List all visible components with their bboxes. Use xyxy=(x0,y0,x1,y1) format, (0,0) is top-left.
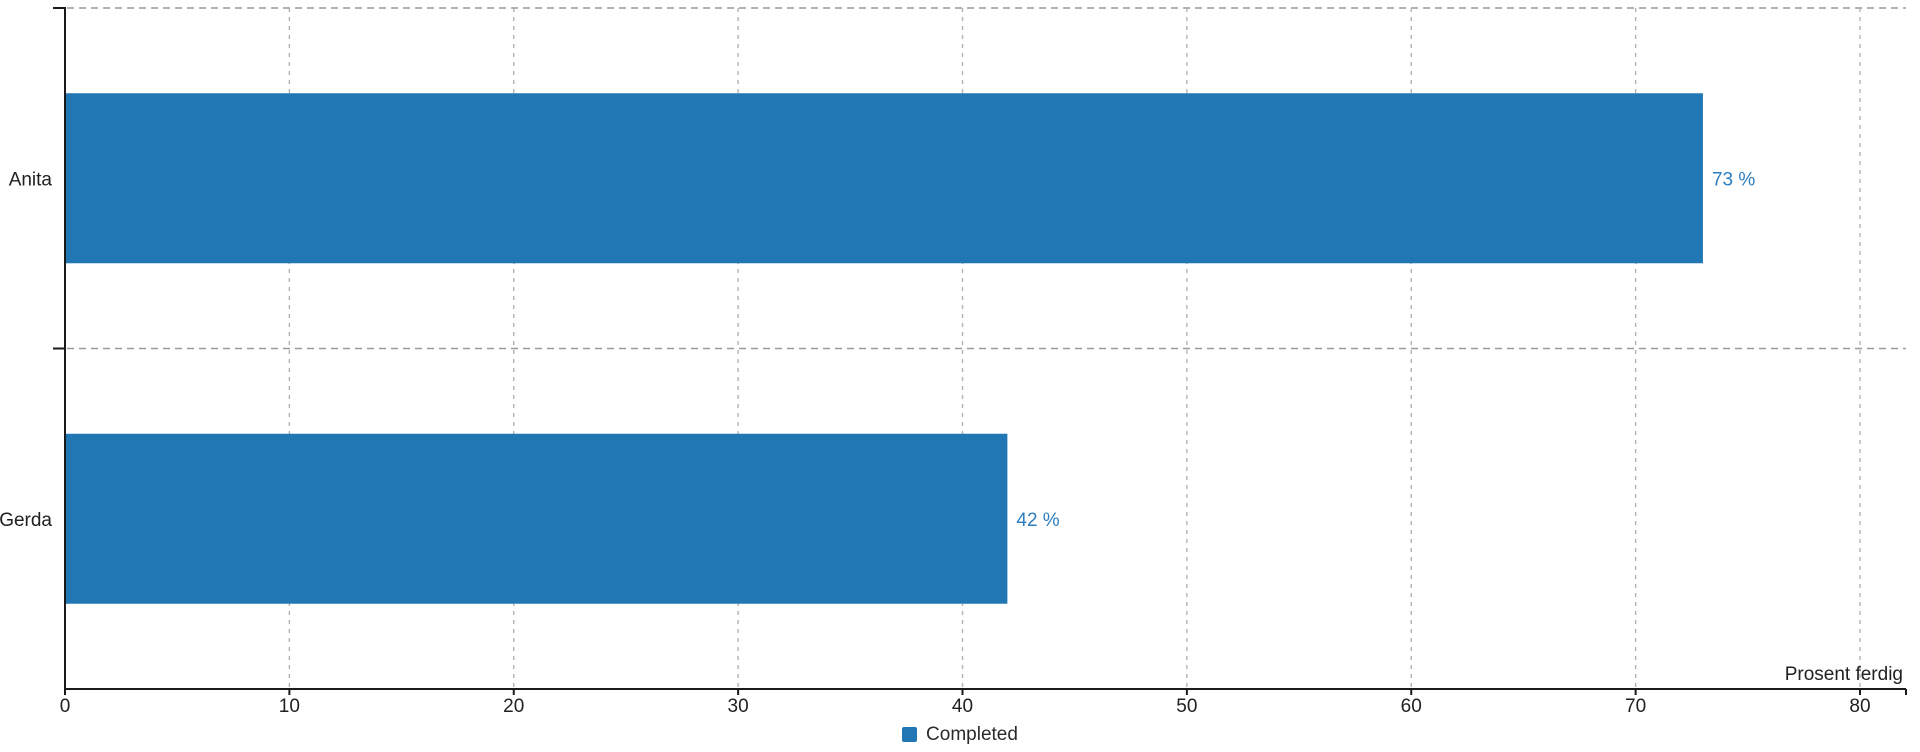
x-tick-label-30: 30 xyxy=(728,696,749,717)
legend: Completed xyxy=(0,722,1920,746)
value-label-anita: 73 % xyxy=(1712,169,1755,190)
x-tick-label-80: 80 xyxy=(1849,696,1870,717)
legend-label: Completed xyxy=(926,723,1018,745)
bar-anita[interactable] xyxy=(65,93,1703,264)
x-tick-label-60: 60 xyxy=(1401,696,1422,717)
x-tick-label-50: 50 xyxy=(1176,696,1197,717)
x-axis-title: Prosent ferdig xyxy=(1785,664,1903,685)
x-tick-label-40: 40 xyxy=(952,696,973,717)
category-label-gerda: Gerda xyxy=(0,510,52,531)
value-label-gerda: 42 % xyxy=(1016,510,1059,531)
bar-gerda[interactable] xyxy=(65,433,1008,604)
legend-item-completed[interactable]: Completed xyxy=(902,725,1018,744)
x-tick-label-0: 0 xyxy=(60,696,71,717)
x-tick-label-20: 20 xyxy=(503,696,524,717)
x-tick-label-70: 70 xyxy=(1625,696,1646,717)
category-label-anita: Anita xyxy=(9,169,53,190)
x-tick-label-10: 10 xyxy=(279,696,300,717)
legend-swatch-icon xyxy=(902,726,918,742)
